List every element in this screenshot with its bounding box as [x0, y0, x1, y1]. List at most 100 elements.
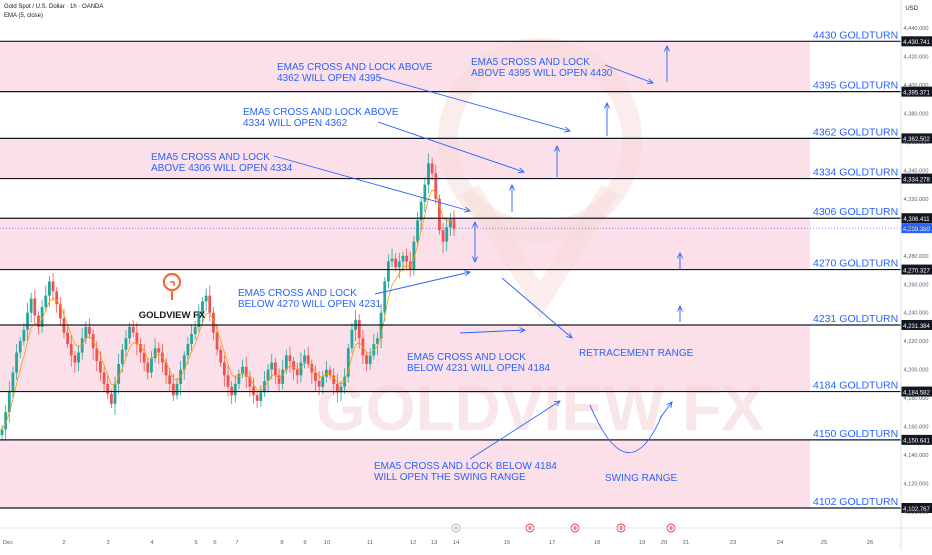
logo-pin-icon [162, 272, 181, 300]
projection-arrow [659, 401, 673, 419]
candle-body [448, 218, 452, 228]
goldturn-level-label: 4334 GOLDTURN [813, 167, 898, 179]
candle-body [277, 375, 281, 384]
projection-arrow [377, 76, 571, 132]
candle-body [416, 220, 419, 242]
candle-body [58, 304, 62, 319]
candle-body [332, 375, 336, 384]
currency-label: USD [905, 6, 918, 12]
level-price-tag-bg [901, 213, 932, 224]
candle-body [368, 355, 372, 364]
candle-body [0, 429, 4, 436]
swing-range-curve [589, 404, 663, 454]
candle-body [306, 355, 310, 364]
level-price-tag-bg [901, 319, 932, 330]
candle-body [95, 348, 99, 362]
y-tick-label: 4,140.000 [904, 453, 929, 459]
y-tick-label: 4,100.000 [904, 510, 929, 516]
candle-body [244, 366, 248, 377]
candle-body [164, 362, 168, 376]
candle-body [77, 352, 80, 363]
symbol-title[interactable]: Gold Spot / U.S. Dollar · 1h · OANDA [4, 4, 104, 10]
x-tick-label: 7 [235, 540, 238, 546]
goldturn-level-label: 4150 GOLDTURN [813, 428, 898, 440]
candle-body [113, 383, 117, 404]
candle-body [190, 334, 193, 345]
candle-body [237, 373, 241, 384]
candle-body [106, 383, 110, 394]
shaded-zone-0 [0, 41, 810, 92]
level-price-tag: 4,430.741 [903, 40, 930, 46]
candle-body [335, 383, 339, 393]
y-tick-label: 4,400.000 [904, 83, 929, 89]
x-tick-label: 13 [431, 540, 437, 546]
annotation-text: EMA5 CROSS AND LOCK ABOVE [243, 107, 399, 118]
candle-body [445, 227, 449, 242]
watermark: GOLDVIEW FX [316, 38, 764, 444]
candle-body [255, 395, 259, 401]
x-tick-label: 12 [410, 540, 416, 546]
candle-body [233, 383, 237, 396]
arrow-head [471, 220, 479, 228]
x-tick-label: 2 [62, 540, 65, 546]
goldview-logo: GOLDVIEW FX [139, 272, 206, 321]
annotation-text: 4362 WILL OPEN 4395 [277, 73, 382, 84]
candle-body [303, 355, 306, 363]
indicator-legend[interactable]: EMA (5, close) [4, 13, 44, 19]
arrow-head [676, 304, 684, 312]
candle-body [321, 376, 325, 387]
candle-body [405, 255, 409, 262]
y-tick-label: 4,240.000 [904, 311, 929, 317]
y-tick-label: 4,180.000 [904, 396, 929, 402]
candle-body [15, 352, 18, 373]
x-tick-label: 26 [867, 540, 873, 546]
projection-arrow [469, 400, 561, 460]
goldturn-level-label: 4102 GOLDTURN [813, 496, 898, 508]
annotation-text: EMA5 CROSS AND LOCK [407, 352, 526, 363]
arrow-head [471, 256, 479, 264]
candle-body [146, 362, 150, 373]
candle-body [84, 326, 88, 339]
annotation-text: ABOVE 4306 WILL OPEN 4334 [151, 163, 293, 174]
candle-body [186, 344, 190, 356]
candle-body [219, 349, 223, 363]
candle-body [328, 369, 332, 376]
arrow-head [646, 78, 654, 84]
candle-body [215, 332, 219, 350]
candle-body [241, 366, 244, 374]
y-tick-label: 4,340.000 [904, 168, 929, 174]
annotation-text: BELOW 4231 WILL OPEN 4184 [407, 363, 550, 374]
y-tick-label: 4,200.000 [904, 368, 929, 374]
candle-body [270, 362, 274, 370]
candle-body [4, 412, 8, 430]
candle-body [131, 326, 135, 333]
candle-body [124, 338, 128, 350]
projection-arrow [459, 329, 526, 334]
candle-body [266, 369, 270, 382]
x-tick-label: 6 [213, 540, 216, 546]
candle-body [427, 163, 430, 185]
x-tick-label: 11 [367, 540, 373, 546]
candle-body [128, 326, 131, 339]
candle-body [44, 295, 48, 308]
arrow-head [553, 400, 561, 407]
annotation-text: 4334 WILL OPEN 4362 [243, 118, 348, 129]
candle-body [55, 291, 59, 305]
candle-body [175, 383, 179, 396]
candle-body [383, 281, 387, 313]
arrow-head [464, 270, 472, 277]
arrow-head [676, 251, 684, 259]
candle-body [66, 332, 70, 345]
goldturn-level-label: 4184 GOLDTURN [813, 380, 898, 392]
level-price-tag-bg [901, 264, 932, 275]
level-price-tag: 4,184.582 [903, 390, 930, 396]
candle-body [139, 344, 142, 353]
candle-body [259, 392, 263, 401]
candle-body [51, 281, 55, 292]
candle-body [208, 295, 212, 313]
y-tick-label: 4,220.000 [904, 339, 929, 345]
arrow-head [508, 183, 516, 191]
shaded-zone-4 [0, 439, 810, 508]
